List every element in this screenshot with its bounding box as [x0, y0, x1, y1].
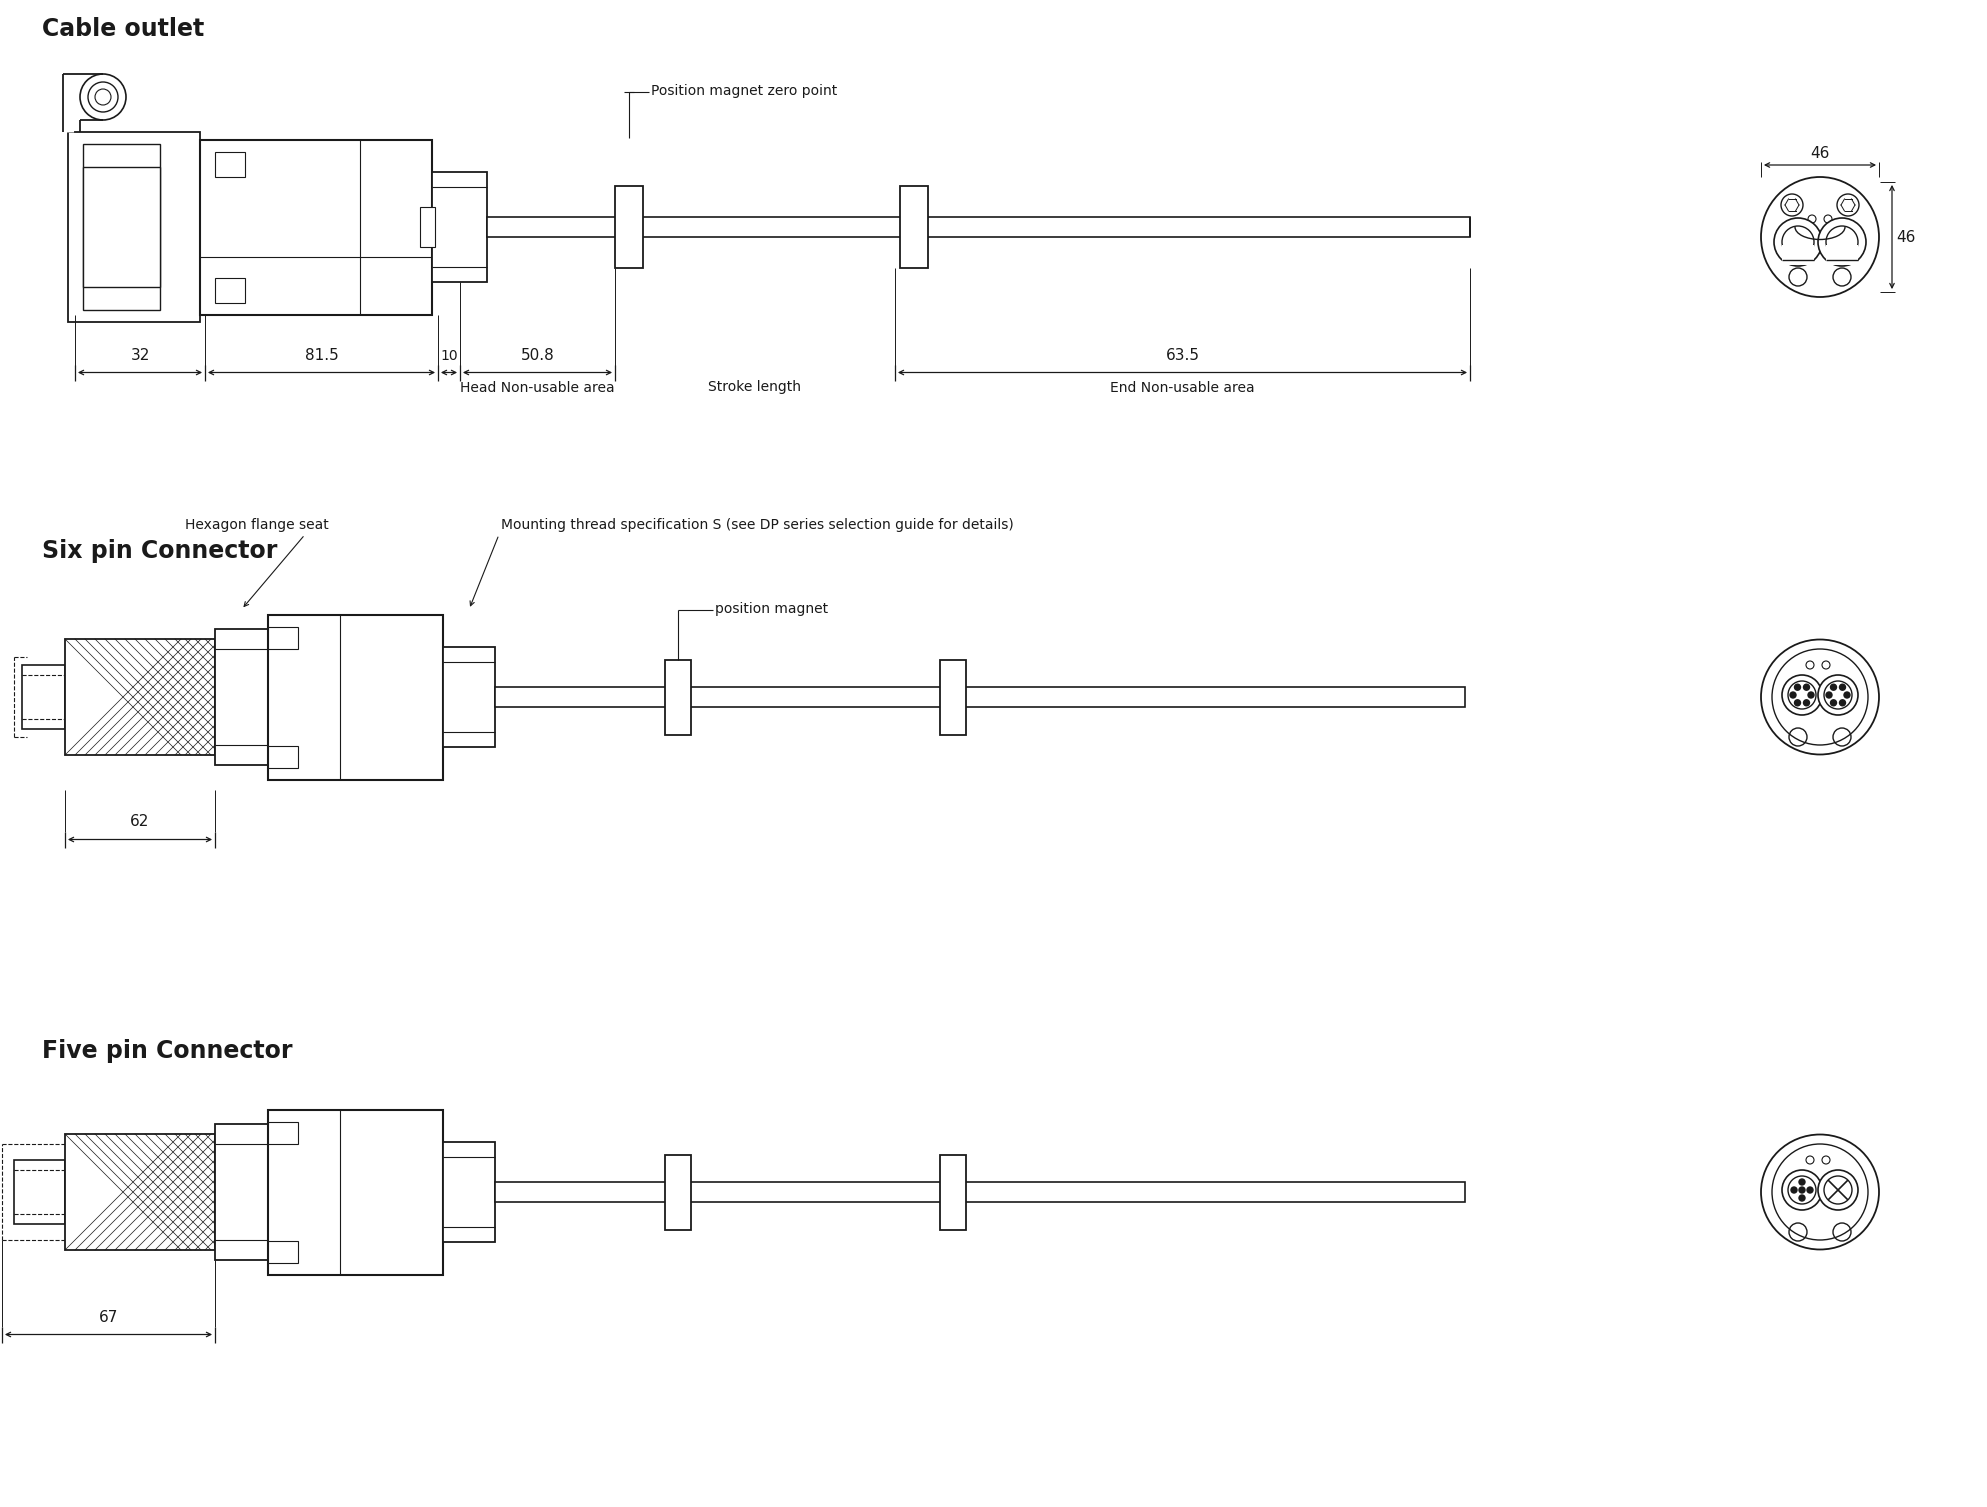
Text: 67: 67 [99, 1310, 117, 1325]
Bar [1826, 246, 1858, 265]
Circle shape [1798, 1195, 1804, 1201]
Circle shape [1840, 699, 1846, 705]
Circle shape [1790, 692, 1796, 698]
Circle shape [1826, 692, 1832, 698]
Circle shape [1794, 699, 1800, 705]
Circle shape [1798, 1188, 1804, 1194]
Text: Head Non-usable area: Head Non-usable area [459, 380, 614, 395]
Bar [215, 277, 244, 303]
Text: 63.5: 63.5 [1166, 348, 1200, 363]
Circle shape [1808, 692, 1814, 698]
Text: Five pin Connector: Five pin Connector [42, 1038, 292, 1062]
Bar [66, 1133, 215, 1249]
Bar [83, 167, 161, 286]
Bar [666, 660, 691, 734]
Bar [666, 1154, 691, 1230]
Circle shape [1804, 699, 1810, 705]
Bar [215, 628, 268, 766]
Bar [443, 647, 495, 747]
Text: 81.5: 81.5 [304, 348, 338, 363]
Circle shape [1844, 692, 1850, 698]
Text: 10: 10 [441, 348, 457, 363]
Text: Mounting thread specification S (see DP series selection guide for details): Mounting thread specification S (see DP … [501, 518, 1013, 532]
Text: Hexagon flange seat: Hexagon flange seat [185, 518, 328, 532]
Circle shape [1818, 1169, 1858, 1210]
Bar [83, 145, 161, 310]
Bar [900, 185, 928, 268]
Bar [22, 665, 66, 729]
Bar [268, 627, 298, 648]
Text: 46: 46 [1896, 229, 1915, 244]
Bar [495, 687, 1464, 707]
Bar [431, 172, 487, 282]
Text: Six pin Connector: Six pin Connector [42, 540, 278, 564]
Bar [14, 1160, 66, 1224]
Text: 46: 46 [1810, 146, 1830, 161]
Circle shape [1794, 684, 1800, 690]
Text: 62: 62 [131, 814, 149, 829]
Bar [268, 615, 443, 779]
Circle shape [1840, 684, 1846, 690]
Circle shape [1830, 684, 1836, 690]
Text: Cable outlet: Cable outlet [42, 17, 205, 41]
Circle shape [1782, 226, 1814, 258]
Bar [940, 1154, 966, 1230]
Circle shape [1788, 1175, 1816, 1204]
Bar [443, 1142, 495, 1242]
Bar [616, 185, 644, 268]
Circle shape [1824, 681, 1852, 708]
Bar [268, 1240, 298, 1263]
Bar [419, 206, 435, 247]
Bar [268, 1121, 298, 1144]
Bar [1782, 246, 1814, 265]
Bar [215, 152, 244, 176]
Circle shape [1790, 1188, 1796, 1194]
Bar [268, 1109, 443, 1275]
Bar [495, 1181, 1464, 1203]
Text: Position magnet zero point: Position magnet zero point [652, 84, 837, 98]
Circle shape [1824, 1175, 1852, 1204]
Bar [940, 660, 966, 734]
Text: Stroke length: Stroke length [709, 380, 801, 395]
Circle shape [1782, 675, 1822, 714]
Text: End Non-usable area: End Non-usable area [1109, 380, 1254, 395]
Circle shape [1782, 1169, 1822, 1210]
Bar [66, 639, 215, 755]
Text: position magnet: position magnet [715, 603, 829, 616]
Circle shape [1774, 219, 1822, 267]
Circle shape [1798, 1178, 1804, 1185]
Circle shape [1830, 699, 1836, 705]
Circle shape [1818, 219, 1866, 267]
Text: 32: 32 [131, 348, 149, 363]
Bar [201, 140, 431, 315]
Text: 50.8: 50.8 [521, 348, 554, 363]
Circle shape [1788, 681, 1816, 708]
Circle shape [1806, 1188, 1812, 1194]
Circle shape [1818, 675, 1858, 714]
Circle shape [1826, 226, 1858, 258]
Bar [487, 217, 1470, 237]
Bar [268, 746, 298, 767]
Bar [68, 133, 201, 322]
Bar [215, 1124, 268, 1260]
Circle shape [1804, 684, 1810, 690]
